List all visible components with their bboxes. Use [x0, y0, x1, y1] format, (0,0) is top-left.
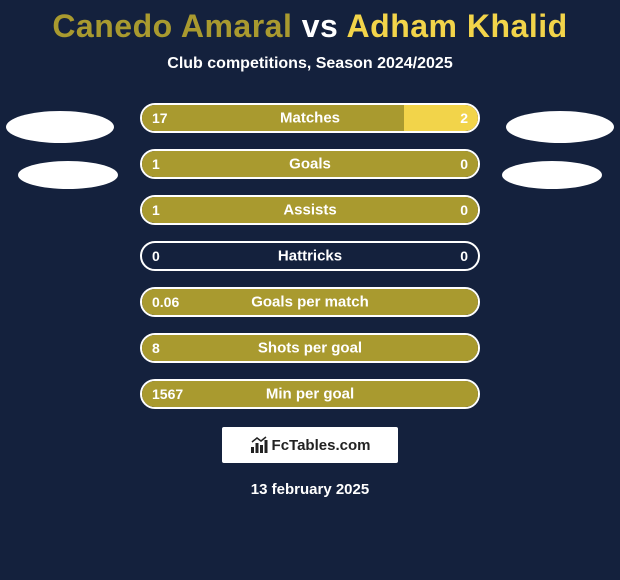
chart-icon	[250, 436, 268, 454]
stat-value-left: 0	[152, 248, 160, 264]
stat-value-left: 1	[152, 156, 160, 172]
stat-row: 0.06 Goals per match	[140, 287, 480, 317]
branding-text: FcTables.com	[272, 437, 371, 454]
subtitle: Club competitions, Season 2024/2025	[0, 55, 620, 73]
vs-text: vs	[302, 8, 339, 44]
stat-row: 1 0 Assists	[140, 195, 480, 225]
player2-badge-large	[506, 111, 614, 143]
player1-name: Canedo Amaral	[52, 8, 292, 44]
player2-badge-small	[502, 161, 602, 189]
stat-label: Goals per match	[251, 294, 369, 311]
stat-label: Hattricks	[278, 248, 342, 265]
stat-row: 17 2 Matches	[140, 103, 480, 133]
stat-bars-container: 17 2 Matches 1 0 Goals 1 0 Assists 0 0 Hattricks 0.0…	[140, 103, 480, 409]
stat-value-left: 17	[152, 110, 168, 126]
stat-row: 1567 Min per goal	[140, 379, 480, 409]
player1-badge-small	[18, 161, 118, 189]
stat-label: Shots per goal	[258, 340, 362, 357]
stat-value-right: 0	[460, 156, 468, 172]
stat-value-right: 2	[460, 110, 468, 126]
stat-label: Assists	[283, 202, 336, 219]
stat-value-right: 0	[460, 248, 468, 264]
stat-row: 8 Shots per goal	[140, 333, 480, 363]
stat-label: Goals	[289, 156, 331, 173]
stat-bar-left	[142, 105, 404, 131]
stat-value-left: 0.06	[152, 294, 179, 310]
comparison-title: Canedo Amaral vs Adham Khalid	[0, 0, 620, 45]
player1-badge-large	[6, 111, 114, 143]
stat-row: 0 0 Hattricks	[140, 241, 480, 271]
stat-label: Matches	[280, 110, 340, 127]
stat-value-right: 0	[460, 202, 468, 218]
date-text: 13 february 2025	[0, 481, 620, 498]
stat-value-left: 1567	[152, 386, 183, 402]
stat-label: Min per goal	[266, 386, 354, 403]
stat-value-left: 1	[152, 202, 160, 218]
content-area: 17 2 Matches 1 0 Goals 1 0 Assists 0 0 Hattricks 0.0…	[0, 103, 620, 409]
branding-box: FcTables.com	[222, 427, 398, 463]
stat-row: 1 0 Goals	[140, 149, 480, 179]
stat-value-left: 8	[152, 340, 160, 356]
player2-name: Adham Khalid	[347, 8, 568, 44]
